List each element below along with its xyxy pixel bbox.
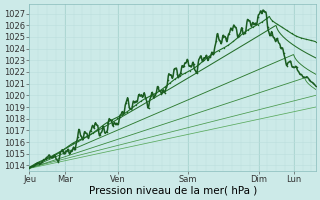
X-axis label: Pression niveau de la mer( hPa ): Pression niveau de la mer( hPa ) [89,186,257,196]
